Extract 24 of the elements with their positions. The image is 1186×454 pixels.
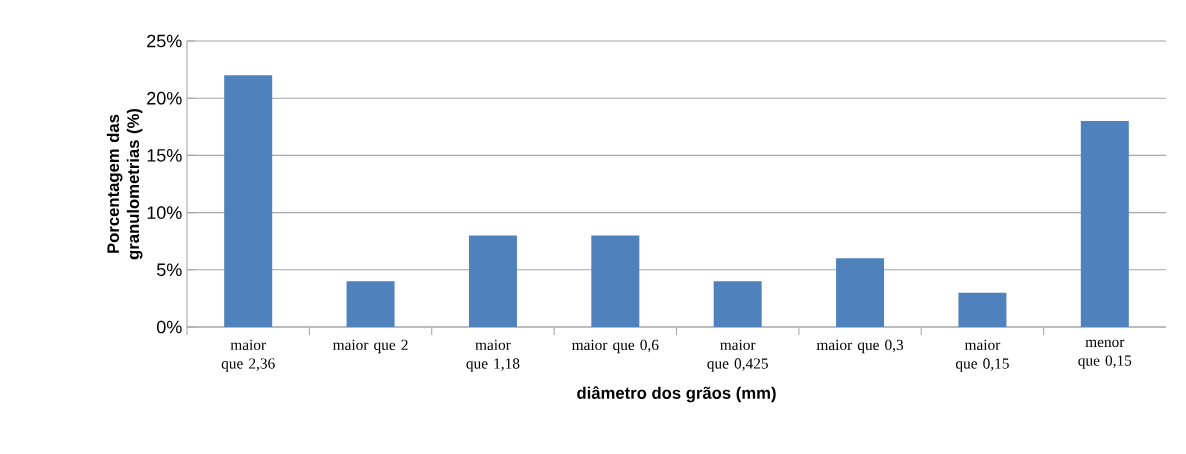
x-tick-label: maior que 0,15 <box>955 339 1009 372</box>
bar <box>1080 121 1129 327</box>
bar <box>468 235 517 327</box>
bar <box>713 281 762 327</box>
bar <box>224 75 273 327</box>
y-tick-label: 0% <box>156 320 182 334</box>
x-tick-label: maior que 0,6 <box>571 339 659 354</box>
y-tick-label: 25% <box>147 34 182 48</box>
y-tick-label: 10% <box>147 206 182 219</box>
y-tick-label: 5% <box>156 263 182 277</box>
x-axis-title: diâmetro dos grãos (mm) <box>577 386 776 403</box>
y-tick-label: 20% <box>147 91 182 105</box>
bar <box>346 281 395 327</box>
bar <box>836 258 885 327</box>
bar <box>958 292 1007 327</box>
x-tick-label: menor que 0,15 <box>1078 339 1132 369</box>
x-tick-label: maior que 1,18 <box>466 339 520 372</box>
x-tick-label: maior que 0,425 <box>707 339 768 372</box>
x-tick-label: maior que 2,36 <box>221 339 275 372</box>
y-axis-title: Porcentagem das granulometrias (%) <box>106 108 143 260</box>
bar <box>591 235 640 327</box>
y-tick-label: 15% <box>147 149 182 162</box>
x-tick-label: maior que 0,3 <box>816 339 904 354</box>
x-tick-label: maior que 2 <box>332 339 408 354</box>
